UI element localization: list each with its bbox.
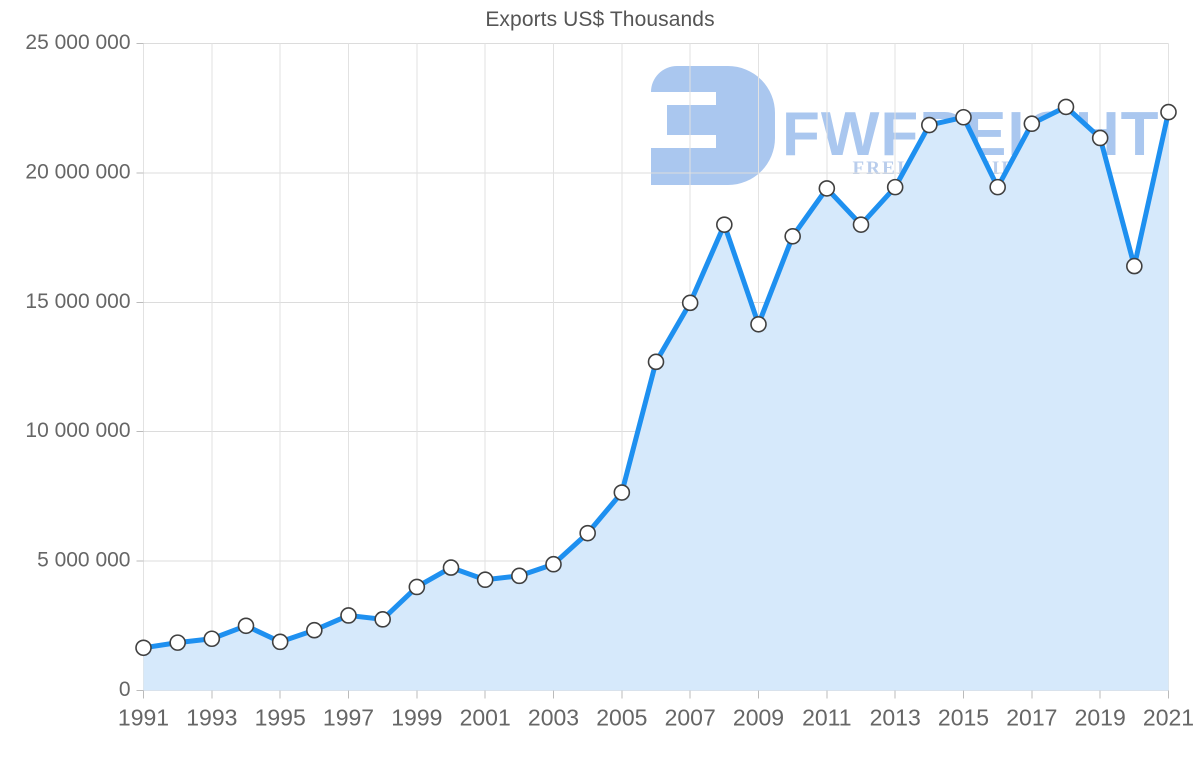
area-fill <box>143 106 1169 691</box>
data-point-marker <box>1023 115 1041 133</box>
data-point-marker <box>511 567 528 585</box>
data-point-marker <box>1057 98 1075 116</box>
x-axis-tick-label: 2021 <box>1143 704 1194 730</box>
data-point-marker <box>1160 103 1177 121</box>
x-axis-ticks <box>143 690 1169 699</box>
data-point-marker <box>989 178 1006 196</box>
x-axis-tick-label: 2015 <box>938 704 989 730</box>
data-point-marker <box>545 555 562 573</box>
x-axis-tick-label: 1991 <box>118 704 169 730</box>
y-axis-tick-label: 25 000 000 <box>25 31 130 54</box>
data-point-marker <box>135 639 152 657</box>
x-axis-tick-label: 2003 <box>528 704 579 730</box>
x-axis-tick-label: 2005 <box>596 704 647 730</box>
x-axis-tick-label: 2019 <box>1075 704 1126 730</box>
data-point-marker <box>647 353 665 371</box>
data-point-marker <box>1126 257 1143 275</box>
data-point-marker <box>681 294 699 312</box>
data-point-marker <box>886 178 904 196</box>
data-point-marker <box>237 617 255 635</box>
data-point-marker <box>852 216 870 233</box>
data-point-marker <box>203 630 221 648</box>
data-point-marker <box>1091 129 1109 147</box>
y-axis-tick-label: 20 000 000 <box>25 160 130 183</box>
x-axis-tick-label: 2017 <box>1006 704 1057 730</box>
y-axis-tick-label: 0 <box>119 678 131 701</box>
data-point-marker <box>750 315 767 333</box>
data-point-marker <box>921 116 938 134</box>
chart-title: Exports US$ Thousands <box>485 8 715 31</box>
fwfreight-logo-icon <box>651 66 775 185</box>
y-axis-tick-label: 15 000 000 <box>25 290 130 313</box>
data-point-marker <box>271 633 289 651</box>
x-axis-tick-label: 2001 <box>460 704 511 730</box>
x-axis-tick-label: 2013 <box>870 704 921 730</box>
data-point-markers <box>135 98 1177 657</box>
data-point-marker <box>340 607 357 624</box>
data-point-marker <box>784 228 801 245</box>
y-axis-labels: 0 5 000 000 10 000 000 15 000 000 20 000 000… <box>25 31 130 701</box>
data-point-marker <box>374 611 391 628</box>
data-point-marker <box>476 571 494 589</box>
x-axis-tick-label: 2011 <box>802 704 851 730</box>
data-point-marker <box>613 484 631 501</box>
x-axis-tick-label: 2007 <box>665 704 716 730</box>
x-axis-tick-label: 1993 <box>186 704 237 730</box>
x-axis-tick-label: 2009 <box>733 704 784 730</box>
data-point-marker <box>716 216 733 233</box>
y-axis-ticks <box>136 43 144 691</box>
data-point-marker <box>408 578 426 596</box>
data-point-marker <box>442 559 460 576</box>
y-axis-tick-label: 10 000 000 <box>25 419 130 442</box>
data-point-marker <box>818 180 836 197</box>
x-axis-tick-label: 1995 <box>255 704 306 730</box>
data-point-marker <box>955 108 972 126</box>
x-axis-tick-label: 1999 <box>391 704 442 730</box>
data-point-marker <box>306 621 323 639</box>
x-axis-tick-label: 1997 <box>323 704 374 730</box>
data-point-marker <box>169 634 186 651</box>
y-axis-tick-label: 5 000 000 <box>37 549 130 572</box>
data-point-marker <box>579 524 596 542</box>
x-axis-labels: 1991 1993 1995 1997 1999 2001 2003 2005 2007 2009… <box>118 704 1194 730</box>
